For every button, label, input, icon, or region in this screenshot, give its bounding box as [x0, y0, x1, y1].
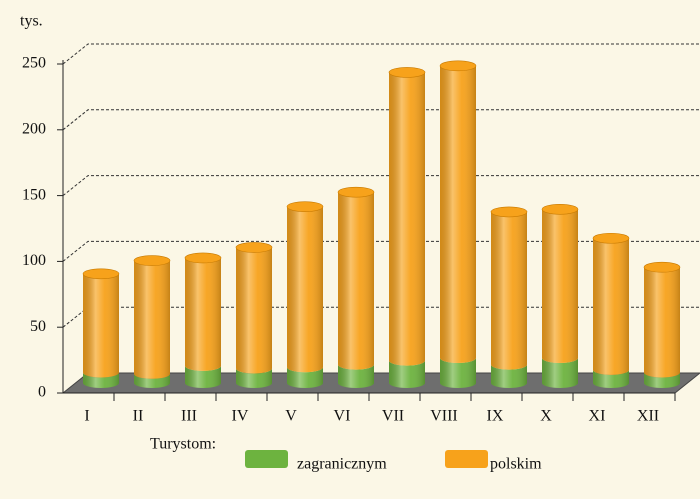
y-tick-label: 50 [30, 318, 46, 335]
bar-shine [287, 367, 323, 388]
legend-title: Turystom: [150, 436, 216, 453]
y-axis-unit: tys. [20, 13, 43, 30]
bar-shine [236, 368, 272, 388]
cylinder-top [133, 255, 171, 266]
cylinder-top [184, 252, 222, 264]
cylinder-top [337, 186, 375, 198]
cylinder-top [286, 201, 324, 212]
bar-shine [185, 365, 221, 388]
grid-line [62, 43, 700, 65]
grid-line [62, 109, 700, 131]
x-tick-label: XII [637, 408, 659, 425]
cylinder-top [490, 206, 528, 218]
cylinder-top [388, 67, 426, 78]
bar-shine [593, 238, 630, 375]
bar-shine [389, 360, 425, 388]
x-tick-label: VI [334, 408, 351, 425]
bar-shine [83, 372, 119, 388]
cylinder-top [541, 203, 579, 215]
y-tick-label: 150 [22, 186, 46, 203]
x-tick-label: V [285, 408, 297, 425]
bar-shine [287, 206, 323, 373]
cylinder-top [235, 242, 273, 253]
bar-shine [338, 364, 374, 388]
y-tick-label: 200 [22, 120, 46, 137]
y-tick-label: 250 [22, 55, 46, 72]
bar-shine [83, 273, 119, 378]
legend-label: zagranicznym [297, 456, 387, 473]
cylinder-top [643, 261, 681, 273]
bar-shine [644, 267, 680, 378]
x-tick-label: II [133, 408, 144, 425]
bar-shine [134, 260, 170, 379]
y-tick-label: 0 [38, 384, 46, 401]
bar-shine [338, 192, 374, 370]
legend-swatch [445, 450, 488, 468]
bar-shine [389, 72, 425, 366]
legend-swatch [245, 450, 288, 468]
bar-shine [644, 372, 680, 388]
bar-shine [236, 247, 272, 374]
legend-label: polskim [490, 456, 542, 473]
x-tick-label: VIII [430, 408, 458, 425]
bar-shine [593, 369, 630, 388]
x-tick-label: XI [589, 408, 606, 425]
bar-shine [491, 211, 527, 370]
x-tick-label: III [181, 408, 197, 425]
cylinder-top [439, 60, 477, 72]
x-tick-label: IX [487, 408, 504, 425]
bar-shine [440, 357, 476, 388]
y-tick-label: 100 [22, 252, 46, 269]
x-tick-label: X [540, 408, 552, 425]
cylinder-top [592, 232, 630, 244]
bar-shine [542, 357, 578, 388]
x-tick-label: IV [232, 408, 249, 425]
cylinder-top [82, 268, 120, 280]
bar-shine [185, 257, 221, 371]
bar-shine [134, 373, 170, 388]
grid-line [62, 175, 700, 196]
bar-shine [491, 364, 527, 388]
x-tick-label: VII [382, 408, 404, 425]
bar-shine [440, 65, 476, 363]
bar-shine [542, 209, 578, 363]
x-tick-label: I [84, 408, 89, 425]
